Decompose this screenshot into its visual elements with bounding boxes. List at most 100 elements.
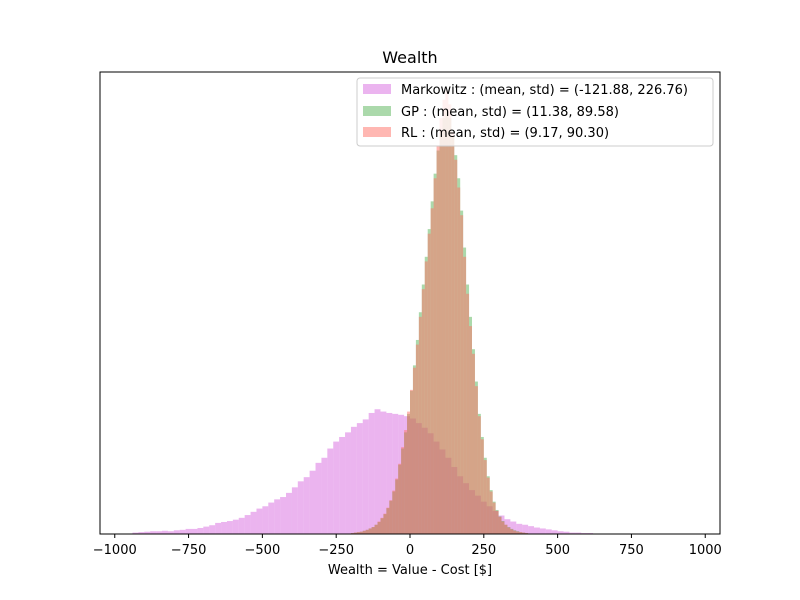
bar-markowitz-12	[185, 528, 192, 534]
bar-markowitz-23	[250, 511, 257, 534]
bar-markowitz-25	[262, 506, 269, 534]
bar-rl-52	[504, 524, 508, 534]
bar-rl-25	[424, 261, 428, 534]
bar-markowitz-68	[516, 523, 523, 534]
bar-rl-27	[430, 208, 434, 535]
bar-markowitz-19	[226, 521, 233, 534]
bar-markowitz-73	[545, 529, 552, 534]
legend-label-rl: RL : (mean, std) = (9.17, 90.30)	[401, 126, 609, 141]
bar-rl-14	[392, 490, 396, 534]
bar-markowitz-77	[569, 532, 576, 534]
bar-rl-31	[442, 99, 446, 534]
bar-markowitz-3	[132, 532, 139, 534]
legend: Markowitz : (mean, std) = (-121.88, 226.…	[356, 77, 714, 147]
bar-rl-41	[472, 353, 475, 534]
bar-rl-48	[492, 502, 496, 534]
bar-rl-51	[501, 521, 505, 534]
histogram-bars	[132, 90, 623, 535]
bar-markowitz-7	[156, 531, 162, 534]
bar-markowitz-11	[179, 529, 186, 534]
x-tick-label: −500	[245, 543, 281, 558]
bar-rl-8	[374, 524, 378, 534]
bar-markowitz-74	[551, 530, 558, 534]
bar-markowitz-76	[563, 531, 570, 534]
bar-rl-40	[469, 326, 472, 534]
bar-markowitz-10	[173, 530, 180, 534]
bar-rl-39	[466, 293, 470, 534]
x-tick-label: −750	[171, 543, 207, 558]
x-axis-ticks: −1000 −750 −500 −250 0 250 500 750 1000	[93, 534, 722, 558]
series-rl	[350, 90, 532, 535]
bar-rl-46	[486, 477, 490, 534]
bar-rl-30	[439, 118, 443, 534]
bar-rl-34	[451, 132, 455, 534]
bar-rl-54	[510, 529, 514, 534]
bar-markowitz-39	[345, 432, 351, 534]
bar-markowitz-47	[392, 413, 399, 534]
bar-markowitz-41	[356, 423, 363, 534]
legend-label-markowitz: Markowitz : (mean, std) = (-121.88, 226.…	[401, 83, 688, 98]
bar-rl-32	[445, 90, 449, 534]
x-tick-label: −1000	[93, 543, 137, 558]
bar-markowitz-22	[244, 515, 251, 534]
bar-rl-7	[371, 527, 375, 534]
bar-markowitz-75	[557, 531, 564, 534]
bar-markowitz-43	[368, 412, 375, 534]
bar-markowitz-17	[215, 522, 222, 534]
bar-rl-21	[412, 367, 416, 534]
bar-markowitz-67	[510, 521, 517, 534]
bar-markowitz-32	[303, 477, 310, 534]
x-tick-label: 0	[406, 543, 414, 558]
bar-markowitz-37	[333, 441, 340, 534]
legend-box	[356, 77, 714, 147]
bar-rl-33	[448, 104, 452, 534]
bar-markowitz-5	[144, 531, 151, 534]
x-tick-label: 750	[619, 543, 644, 558]
bar-markowitz-33	[309, 470, 316, 534]
bar-rl-9	[377, 521, 381, 534]
bar-rl-13	[389, 500, 393, 534]
bar-rl-4	[362, 530, 366, 534]
bar-rl-15	[395, 478, 399, 534]
bar-markowitz-13	[191, 528, 198, 534]
bar-markowitz-36	[327, 448, 334, 534]
bar-markowitz-26	[268, 502, 275, 534]
bar-rl-20	[410, 389, 413, 534]
bar-markowitz-6	[150, 531, 157, 534]
bar-rl-10	[380, 517, 384, 534]
bar-rl-55	[513, 530, 517, 534]
bar-markowitz-34	[315, 462, 322, 534]
bar-markowitz-71	[534, 527, 540, 534]
bar-rl-6	[368, 528, 372, 534]
bar-rl-19	[407, 411, 410, 534]
bar-markowitz-35	[321, 457, 328, 534]
bar-markowitz-15	[203, 526, 210, 534]
x-tick-label: 500	[545, 543, 570, 558]
x-tick-label: 250	[471, 543, 496, 558]
x-tick-label: −250	[318, 543, 354, 558]
bar-markowitz-16	[209, 525, 216, 534]
bar-rl-42	[474, 386, 478, 534]
bar-rl-22	[415, 344, 419, 534]
bar-markowitz-45	[380, 411, 387, 534]
bar-rl-35	[454, 159, 458, 534]
bar-rl-45	[483, 460, 487, 534]
bar-rl-47	[489, 491, 493, 534]
bar-rl-43	[477, 416, 481, 534]
bar-markowitz-8	[162, 530, 168, 534]
bar-rl-37	[460, 215, 464, 534]
bar-markowitz-72	[539, 528, 546, 534]
legend-swatch-gp	[363, 106, 391, 116]
bar-rl-24	[421, 289, 425, 534]
bar-markowitz-21	[238, 517, 245, 534]
bar-rl-18	[404, 430, 408, 534]
bar-markowitz-46	[386, 412, 393, 534]
bar-rl-58	[522, 532, 526, 534]
x-axis-label: Wealth = Value - Cost [$]	[328, 563, 492, 578]
bar-rl-23	[418, 316, 422, 534]
bar-rl-26	[427, 233, 431, 534]
bar-rl-38	[463, 256, 467, 534]
bar-rl-3	[359, 531, 363, 534]
bar-markowitz-30	[291, 487, 298, 534]
bar-rl-56	[516, 531, 520, 534]
